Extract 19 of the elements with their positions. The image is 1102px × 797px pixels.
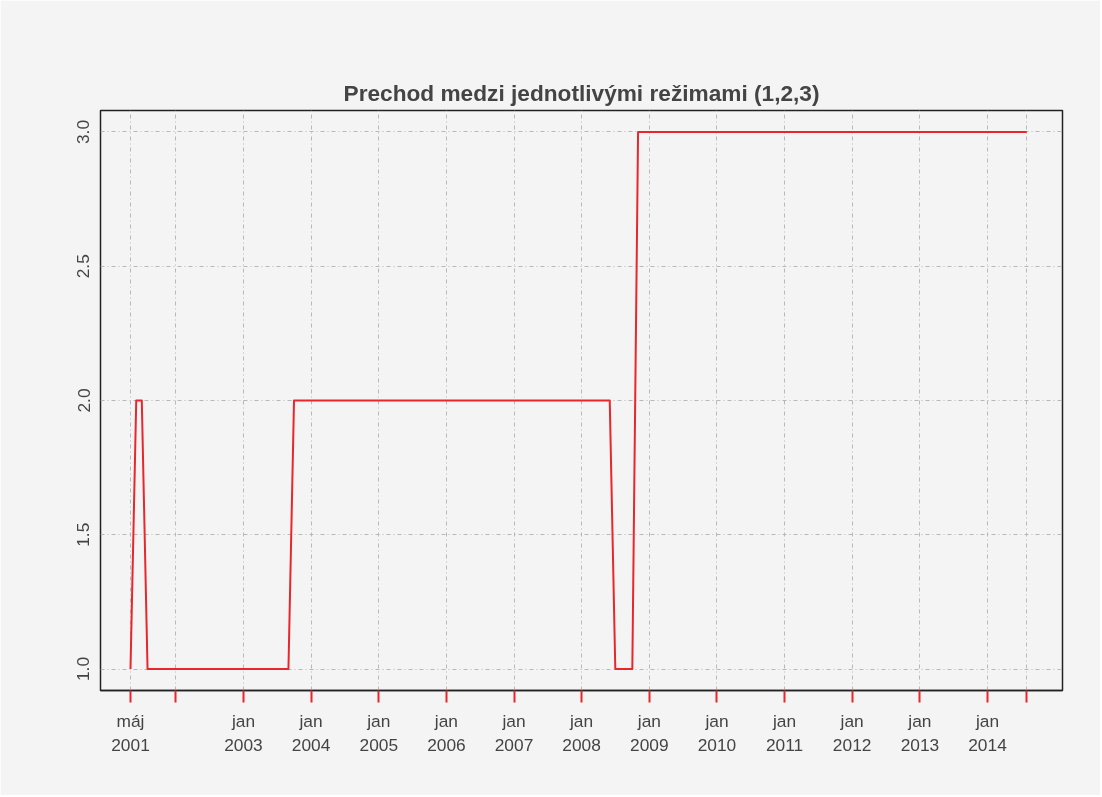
y-tick-label: 1.5 bbox=[73, 522, 94, 547]
x-tick-label: jan 2010 bbox=[697, 710, 737, 755]
y-tick-label: 1.0 bbox=[73, 656, 94, 682]
x-tick-label: máj 2001 bbox=[111, 710, 150, 755]
x-tick-label: jan 2003 bbox=[224, 710, 263, 755]
x-tick-label: jan 2007 bbox=[494, 710, 534, 755]
x-tick-label: jan 2011 bbox=[765, 710, 804, 755]
x-tick-label: jan 2004 bbox=[291, 710, 331, 755]
x-tick-label: jan 2009 bbox=[630, 710, 669, 755]
y-tick-label: 2.0 bbox=[73, 388, 94, 413]
y-tick-label: 2.5 bbox=[73, 254, 94, 279]
x-tick-label: jan 2012 bbox=[832, 710, 872, 755]
chart-title: Prechod medzi jednotlivými režimami (1,2,3) bbox=[343, 79, 820, 106]
x-tick-label: jan 2014 bbox=[968, 710, 1008, 755]
x-tick-label: jan 2008 bbox=[562, 710, 601, 755]
x-tick-label: jan 2006 bbox=[427, 710, 466, 755]
x-tick-label: jan 2005 bbox=[359, 710, 399, 755]
x-tick-label: jan 2013 bbox=[900, 710, 940, 755]
y-tick-label: 3.0 bbox=[73, 119, 94, 145]
